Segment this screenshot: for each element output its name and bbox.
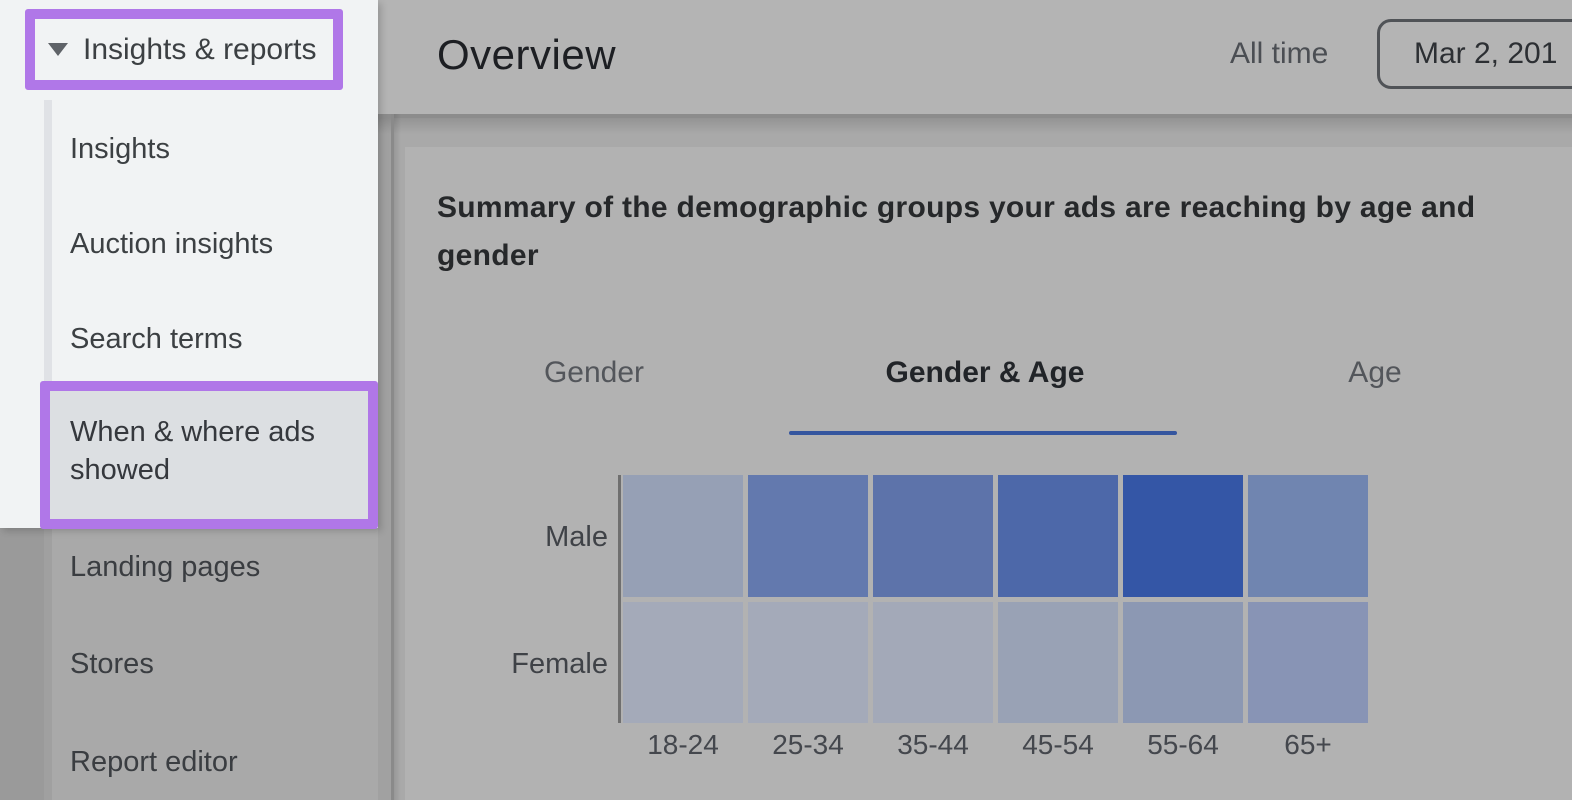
heatmap-col-label-25-34: 25-34: [772, 729, 844, 760]
heatmap-grid: [623, 475, 1368, 723]
sidebar-item-auction-insights[interactable]: Auction insights: [70, 228, 274, 260]
heatmap-cell-male-55-64: [1123, 475, 1243, 597]
heatmap-cell-female-35-44: [873, 602, 993, 723]
overview-card: Summary of the demographic groups your a…: [405, 147, 1572, 800]
page-title: Overview: [437, 31, 617, 78]
heatmap-row-label-male: Male: [545, 521, 608, 553]
date-range-button[interactable]: Mar 2, 201: [1377, 19, 1572, 89]
sidebar-content-divider-shadow: [394, 114, 401, 800]
heatmap-cell-male-18-24: [623, 475, 743, 597]
heatmap-cell-female-65plus: [1248, 602, 1368, 723]
heatmap-col-label-55-64: 55-64: [1147, 729, 1219, 760]
heatmap-col-label-65plus: 65+: [1284, 729, 1332, 760]
main-header: Overview All time Mar 2, 201: [378, 0, 1572, 114]
tab-gender-and-age[interactable]: Gender & Age: [885, 356, 1085, 389]
heatmap-column-labels: 18-24 25-34 35-44 45-54 55-64 65+: [623, 729, 1368, 761]
active-tab-underline: [789, 431, 1177, 435]
heatmap-col-label-35-44: 35-44: [897, 729, 969, 760]
heatmap-cell-male-45-54: [998, 475, 1118, 597]
heatmap-row-label-female: Female: [511, 648, 608, 680]
sidebar-item-insights[interactable]: Insights: [70, 133, 170, 165]
heatmap-col-label-18-24: 18-24: [647, 729, 719, 760]
sidebar-item-report-editor[interactable]: Report editor: [70, 746, 238, 778]
header-divider: [378, 114, 1572, 118]
demographics-summary-text: Summary of the demographic groups your a…: [437, 191, 1476, 272]
sidebar-item-landing-pages[interactable]: Landing pages: [70, 551, 261, 583]
chevron-down-icon: [48, 43, 68, 56]
heatmap-cell-female-25-34: [748, 602, 868, 723]
header-shadow: [378, 118, 1572, 134]
heatmap-cell-female-45-54: [998, 602, 1118, 723]
sidebar-item-when-where-ads-showed[interactable]: When & where ads showed: [70, 416, 316, 486]
heatmap-col-label-45-54: 45-54: [1022, 729, 1094, 760]
tab-gender[interactable]: Gender: [543, 356, 645, 389]
heatmap-cell-male-35-44: [873, 475, 993, 597]
sidebar-content-divider: [391, 114, 394, 800]
highlight-box-when-where-ads-showed: When & where ads showed: [40, 381, 378, 529]
heatmap-cell-female-55-64: [1123, 602, 1243, 723]
sidebar-section-label: Insights & reports: [83, 32, 317, 66]
highlight-box-insights-reports[interactable]: Insights & reports: [25, 9, 343, 90]
date-range-label[interactable]: All time: [1230, 37, 1329, 70]
sidebar-edge-strip: [378, 0, 391, 800]
sidebar-item-stores[interactable]: Stores: [70, 648, 154, 680]
sidebar-tree-rail: [44, 100, 52, 528]
tab-age[interactable]: Age: [1348, 356, 1402, 389]
sidebar-item-search-terms[interactable]: Search terms: [70, 323, 243, 355]
heatmap-cell-male-65plus: [1248, 475, 1368, 597]
heatmap-axis-line: [618, 475, 621, 723]
insights-reports-flyout-panel: Insights & reports Insights Auction insi…: [0, 0, 378, 529]
heatmap-cell-female-18-24: [623, 602, 743, 723]
heatmap-cell-male-25-34: [748, 475, 868, 597]
